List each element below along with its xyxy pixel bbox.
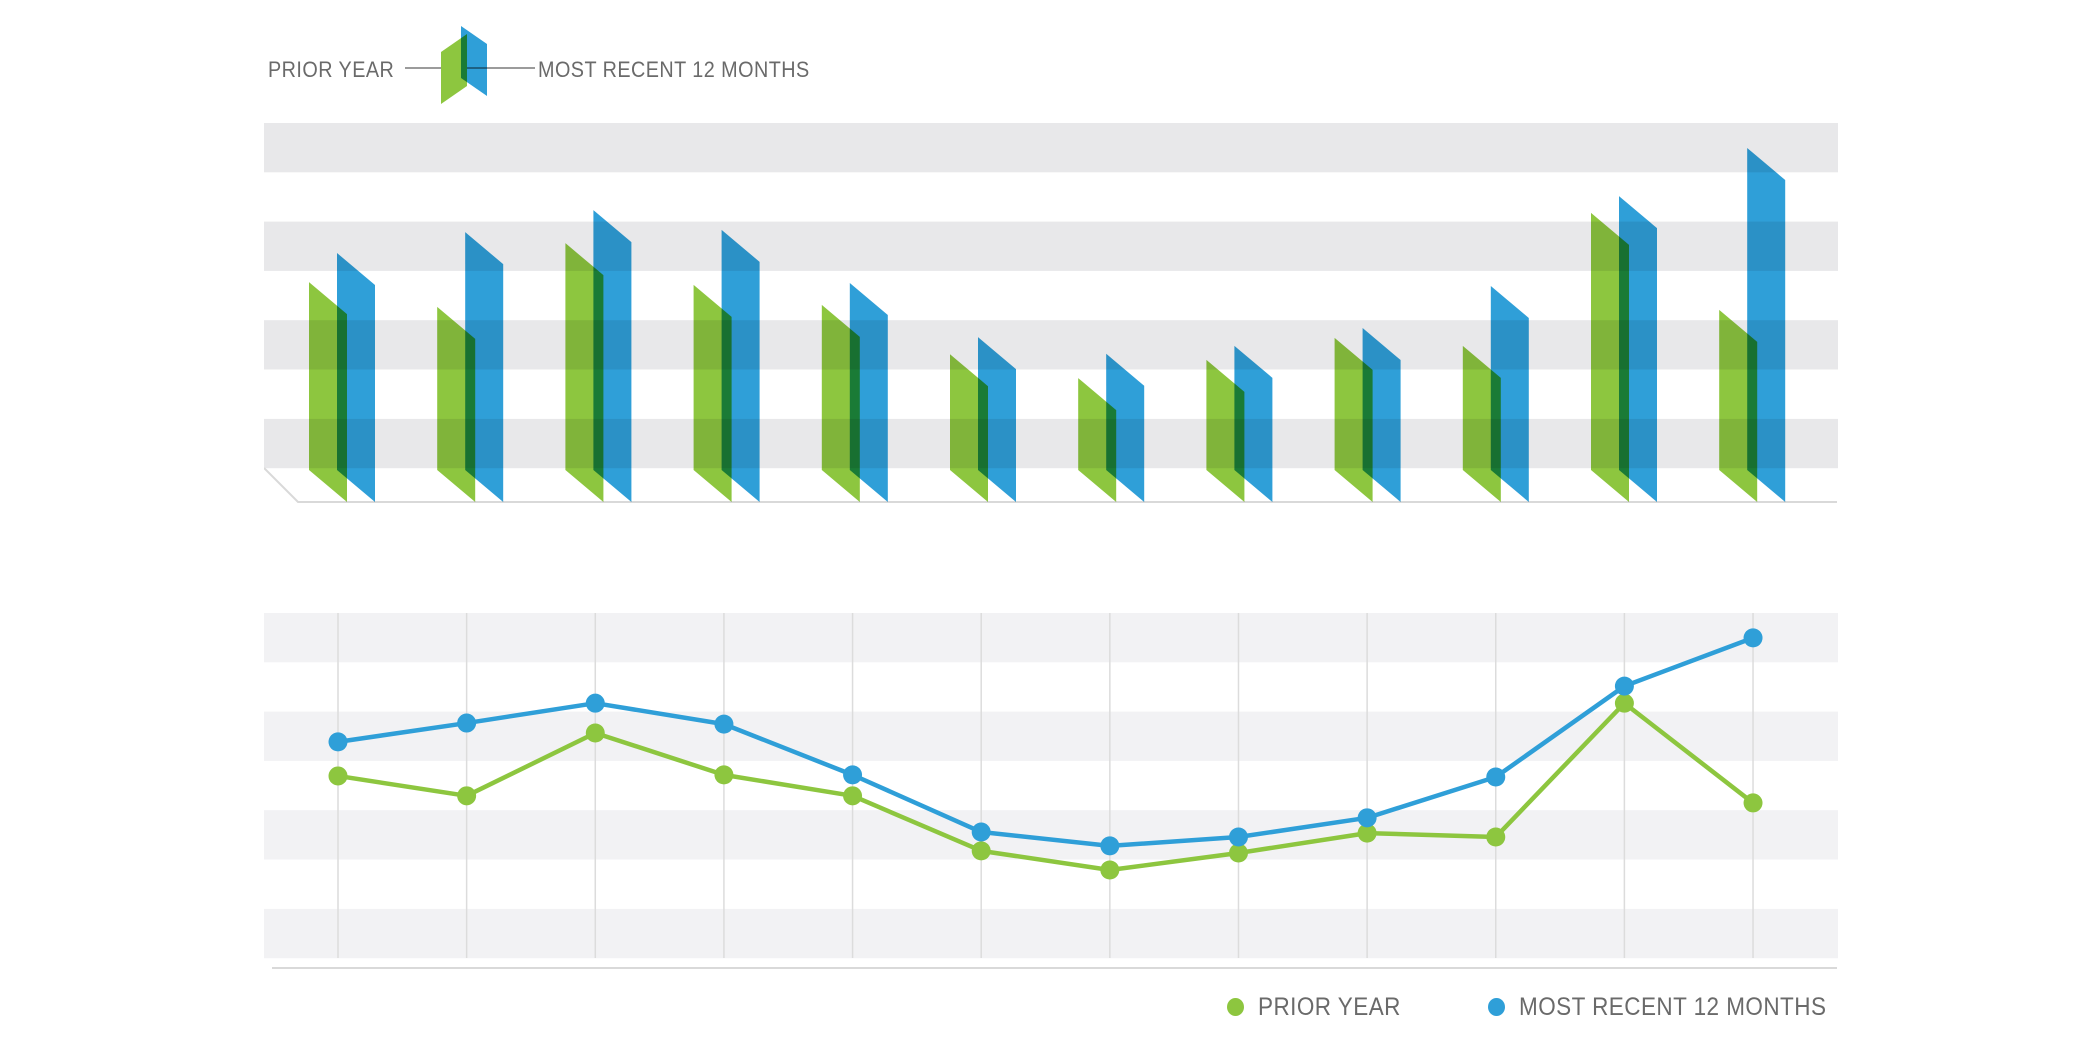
bar-series-group: [309, 148, 1786, 503]
line-prior-year: [335, 700, 1756, 873]
bar-recent-12-months: [465, 232, 504, 502]
point-marker: [1743, 793, 1763, 813]
bar-recent-12-months: [978, 337, 1016, 502]
bottom-legend-recent-12-months: MOST RECENT 12 MONTHS: [1488, 990, 1861, 1024]
bar-recent-12-months: [1106, 353, 1145, 502]
point-marker: [714, 714, 734, 734]
point-marker: [1486, 827, 1506, 847]
point-marker: [585, 693, 605, 713]
bar-recent-12-months: [1234, 345, 1273, 502]
point-marker: [1486, 767, 1506, 787]
point-marker: [1614, 693, 1634, 713]
point-marker: [714, 765, 734, 785]
bar-recent-12-months: [849, 282, 888, 502]
bottom-legend-prior-year-label: PRIOR YEAR: [1258, 992, 1401, 1021]
bottom-legend-recent-12-months-label: MOST RECENT 12 MONTHS: [1519, 992, 1827, 1021]
top-legend-prior-year-label: PRIOR YEAR: [268, 57, 395, 82]
top-legend-recent-12-months-label: MOST RECENT 12 MONTHS: [538, 57, 810, 82]
bar-chart: [264, 123, 1838, 503]
point-marker: [843, 786, 863, 806]
bar-recent-12-months: [593, 210, 632, 503]
bar-recent-12-months: [721, 229, 760, 502]
line-chart-stripes: [264, 613, 1838, 959]
point-marker: [1228, 827, 1248, 847]
point-marker: [585, 723, 605, 743]
point-marker: [1614, 676, 1634, 696]
line-chart: [264, 613, 1838, 969]
line-most-recent-12-months: [335, 635, 1756, 849]
line-series-group: [328, 628, 1763, 880]
point-marker: [1357, 823, 1377, 843]
point-marker: [328, 766, 348, 786]
bar-recent-12-months: [1747, 148, 1786, 502]
point-marker: [457, 713, 477, 733]
bar-recent-12-months: [337, 252, 375, 502]
icon-green-shape: [441, 34, 467, 104]
point-marker: [971, 841, 991, 861]
bar-recent-12-months: [1362, 328, 1401, 502]
point-marker: [1743, 628, 1763, 648]
prior-year-dot-icon: [1227, 998, 1244, 1016]
icon-blue-shape: [461, 26, 487, 96]
point-marker: [1100, 860, 1120, 880]
point-marker: [843, 765, 863, 785]
point-marker: [1228, 843, 1248, 863]
recent-12-months-dot-icon: [1488, 998, 1505, 1016]
point-marker: [971, 822, 991, 842]
point-marker: [457, 786, 477, 806]
point-marker: [1100, 836, 1120, 856]
bar-recent-12-months: [1490, 285, 1529, 502]
bar-chart-stripes: [264, 123, 1838, 469]
bar-recent-12-months: [1619, 196, 1657, 502]
bar-chart-baseline: [264, 467, 1837, 503]
green-blue-skewed-bars-icon: [441, 26, 487, 104]
line-chart-vertical-gridlines: [337, 613, 1754, 958]
bottom-legend-prior-year: PRIOR YEAR: [1227, 990, 1417, 1024]
point-marker: [328, 732, 348, 752]
point-marker: [1357, 808, 1377, 828]
